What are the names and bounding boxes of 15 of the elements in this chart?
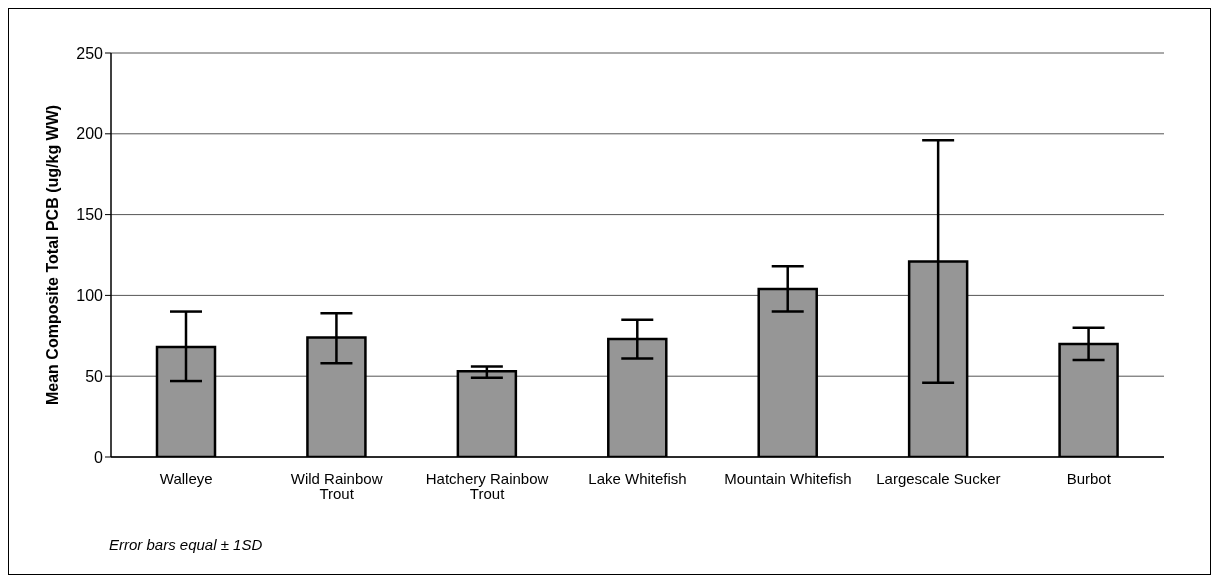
x-tick-label: Walleye (159, 469, 213, 487)
x-tick-label: Lake Whitefish (588, 469, 687, 487)
y-axis-title: Mean Composite Total PCB (ug/kg WW) (43, 104, 61, 405)
y-tick-label: 50 (85, 367, 104, 385)
y-tick-label: 100 (76, 287, 104, 305)
x-tick-label: Mountain Whitefish (724, 469, 852, 487)
y-tick-label: 0 (94, 448, 104, 466)
y-tick-label: 200 (76, 125, 104, 143)
y-tick-label: 150 (76, 206, 104, 224)
x-tick-label: Largescale Sucker (876, 469, 1001, 487)
y-tick-label: 250 (76, 44, 104, 62)
x-tick-label: Burbot (1066, 469, 1112, 487)
x-tick-label: Wild Rainbow Trout (290, 469, 383, 502)
text: Error bars equal ± 1SD (109, 536, 263, 553)
x-tick-label: Hatchery Rainbow Trout (425, 469, 549, 502)
